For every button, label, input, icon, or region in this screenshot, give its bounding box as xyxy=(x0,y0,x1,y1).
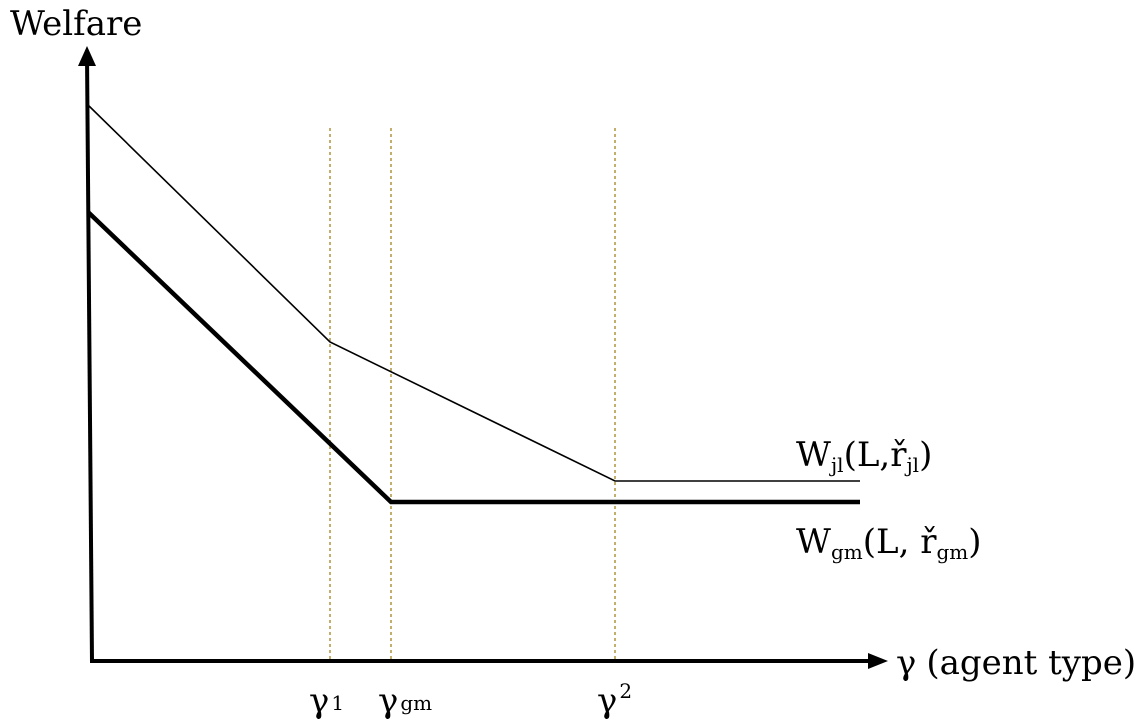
curve-label-w-jl: Wjl(L,řjl) xyxy=(796,435,932,477)
y-axis-arrow xyxy=(78,46,96,66)
curve-w-gm xyxy=(86,210,860,505)
w-jl-sub1: jl xyxy=(829,453,844,477)
w-jl-sub2: jl xyxy=(904,453,919,477)
curve-w-jl xyxy=(87,104,860,482)
w-gm-sub1: gm xyxy=(831,540,863,564)
marker-gammagm-symbol: γ xyxy=(378,681,398,721)
w-jl-prefix: W xyxy=(796,435,831,475)
w-gm-mid: (L, ř xyxy=(863,522,937,562)
marker-gamma1-symbol: γ xyxy=(309,681,329,721)
marker-gamma2-sub: 2 xyxy=(619,679,632,703)
x-axis-label: γ (agent type) xyxy=(896,643,1136,683)
y-axis-label: Welfare xyxy=(10,4,142,44)
marker-gammagm: γ gm xyxy=(378,681,432,721)
w-jl-mid: (L,ř xyxy=(844,435,908,475)
x-axis-label-text: (agent type) xyxy=(926,643,1136,683)
w-gm-prefix: W xyxy=(796,522,831,562)
curve-label-w-gm: Wgm(L, řgm) xyxy=(796,522,982,564)
marker-gammagm-sub: gm xyxy=(400,691,432,715)
marker-gamma2-symbol: γ xyxy=(597,681,617,721)
x-axis-gamma-symbol: γ xyxy=(896,643,916,683)
w-gm-suffix: ) xyxy=(968,522,981,562)
w-gm-sub2: gm xyxy=(936,540,968,564)
marker-gamma1-sub: 1 xyxy=(331,691,344,715)
w-jl-suffix: ) xyxy=(919,435,932,475)
x-axis-arrow xyxy=(868,653,888,669)
y-axis xyxy=(85,55,94,663)
